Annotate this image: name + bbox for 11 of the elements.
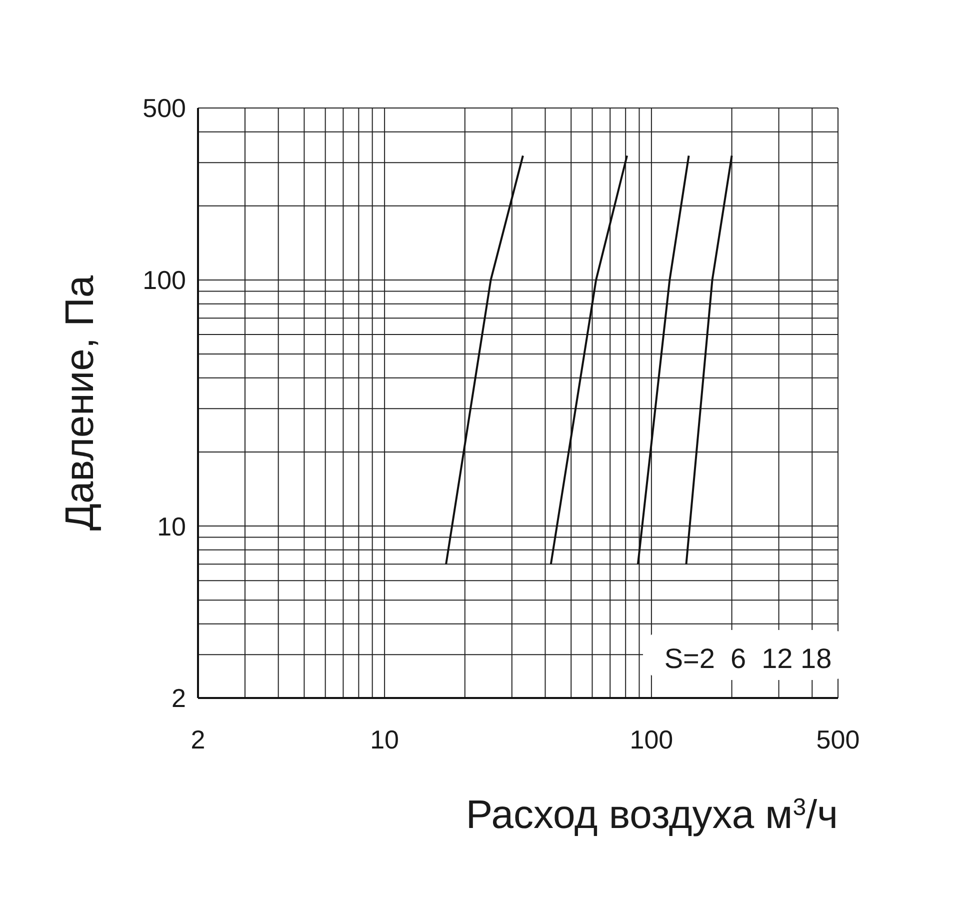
x-axis-title: Расход воздуха м$^{3}$/ч [466, 793, 838, 837]
y-tick-label: 500 [142, 93, 186, 124]
annotation: S=2 6 12 18 [664, 643, 832, 674]
x-tick-label: 10 [370, 724, 400, 754]
x-tick-label: 100 [630, 724, 674, 754]
y-tick-label: 10 [157, 511, 186, 542]
y-tick-label: 2 [172, 683, 186, 714]
y-axis-title: Давление, Па [58, 274, 102, 531]
x-tick-label: 500 [816, 724, 860, 754]
y-tick-label: 100 [142, 265, 186, 296]
x-tick-label: 2 [190, 724, 206, 754]
